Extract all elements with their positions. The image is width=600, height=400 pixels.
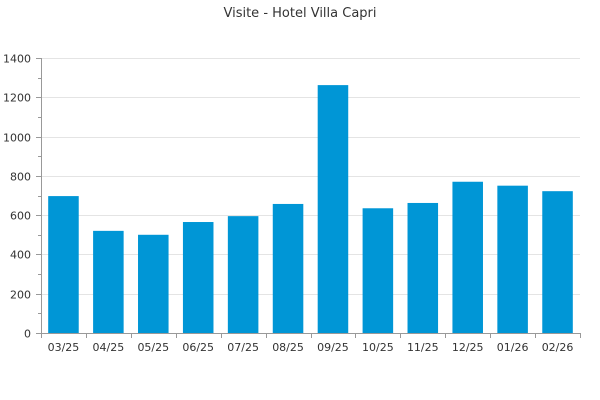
- x-tick-label: 12/25: [452, 341, 484, 354]
- y-tick-label: 600: [10, 210, 31, 223]
- bar-12-25: [452, 181, 483, 333]
- x-tick-label: 03/25: [48, 341, 80, 354]
- bar-03-25: [48, 196, 79, 333]
- bar-01-26: [497, 185, 528, 333]
- y-tick-label: 400: [10, 249, 31, 262]
- x-tick-label: 06/25: [182, 341, 214, 354]
- y-tick-label: 0: [24, 328, 31, 341]
- y-tick-label: 800: [10, 171, 31, 184]
- bar-02-26: [542, 191, 573, 333]
- chart-title: Visite - Hotel Villa Capri: [223, 6, 376, 21]
- bar-08-25: [272, 203, 304, 333]
- bar-09-25: [317, 85, 349, 333]
- bar-07-25: [227, 216, 259, 334]
- bars: [48, 85, 573, 334]
- x-tick-label: 08/25: [272, 341, 304, 354]
- x-tick-label: 05/25: [137, 341, 169, 354]
- gridlines: [41, 58, 580, 295]
- x-tick-label: 01/26: [497, 341, 529, 354]
- x-tick-labels: 03/25 04/25 05/25 06/25 07/25 08/25 09/25 10/25…: [48, 341, 574, 354]
- y-tick-labels: 0 200 400 600 800 1000 1200 1400: [3, 53, 31, 341]
- bar-10-25: [362, 208, 394, 333]
- x-tick-label: 04/25: [93, 341, 125, 354]
- x-tick-label: 09/25: [317, 341, 349, 354]
- x-tick-label: 07/25: [227, 341, 259, 354]
- x-tick-label: 11/25: [407, 341, 439, 354]
- axes: [36, 58, 581, 338]
- y-tick-label: 1000: [3, 132, 31, 145]
- y-tick-label: 200: [10, 289, 31, 302]
- y-tick-label: 1200: [3, 92, 31, 105]
- bar-11-25: [407, 202, 439, 333]
- bar-05-25: [138, 234, 169, 333]
- bar-04-25: [93, 230, 124, 333]
- x-tick-label: 10/25: [362, 341, 394, 354]
- x-tick-label: 02/26: [542, 341, 574, 354]
- bar-06-25: [182, 222, 214, 333]
- y-tick-label: 1400: [3, 53, 31, 66]
